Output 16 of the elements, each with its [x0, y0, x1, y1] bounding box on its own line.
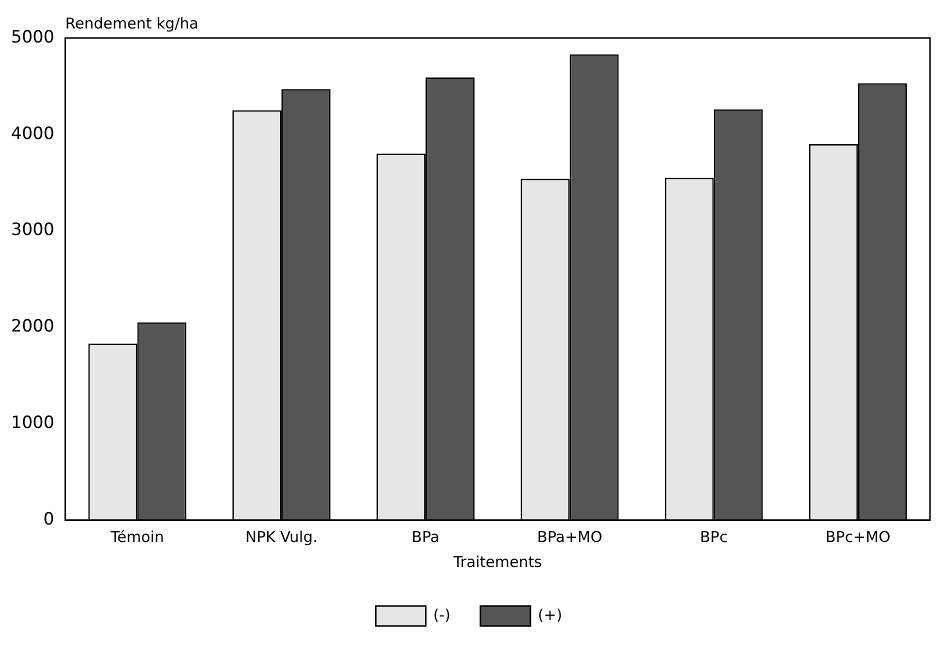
y-tick-label: 5000: [11, 27, 54, 48]
y-tick-label: 4000: [11, 124, 54, 144]
x-tick-label: BPa: [412, 528, 440, 546]
x-axis-title: Traitements: [452, 552, 542, 571]
y-tick-label: 0: [43, 509, 54, 530]
x-tick-label: BPa+MO: [537, 528, 602, 546]
x-tick-label: NPK Vulg.: [245, 528, 318, 546]
y-tick-label: 2000: [11, 316, 54, 337]
legend-label: (+): [538, 606, 562, 624]
x-tick-label: BPc: [700, 528, 728, 546]
x-tick-label: Témoin: [110, 528, 164, 546]
y-axis-title: Rendement kg/ha: [65, 14, 198, 32]
y-tick-label: 3000: [11, 220, 54, 240]
y-tick-label: 1000: [11, 413, 54, 434]
legend-label: (-): [433, 606, 450, 624]
x-tick-label: BPc+MO: [825, 528, 890, 546]
